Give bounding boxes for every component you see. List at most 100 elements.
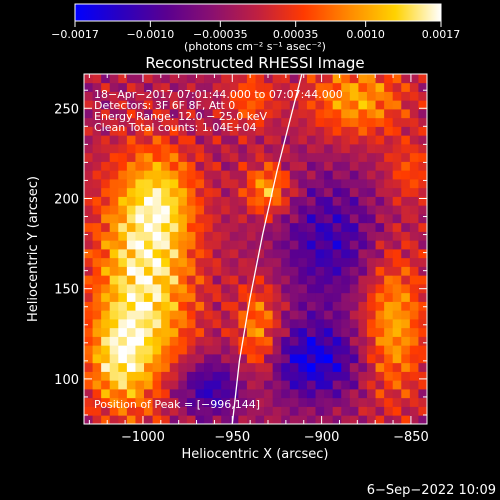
heatmap-cell <box>298 301 308 311</box>
heatmap-cell <box>246 74 256 84</box>
heatmap-cell <box>161 415 171 424</box>
heatmap-cell <box>358 249 368 259</box>
heatmap-cell <box>101 144 111 154</box>
heatmap-cell <box>418 354 427 364</box>
heatmap-cell <box>246 170 256 180</box>
heatmap-cell <box>101 109 111 119</box>
heatmap-cell <box>289 345 299 355</box>
heatmap-cell <box>255 187 265 197</box>
heatmap-cell <box>178 144 188 154</box>
heatmap-cell <box>289 327 299 337</box>
heatmap-cell <box>298 249 308 259</box>
heatmap-cell <box>272 257 282 267</box>
heatmap-cell <box>101 354 111 364</box>
heatmap-cell <box>349 214 359 224</box>
heatmap-cell <box>229 275 239 285</box>
heatmap-cell <box>101 319 111 329</box>
heatmap-cell <box>332 292 342 302</box>
heatmap-cell <box>289 144 299 154</box>
heatmap-cell <box>204 327 214 337</box>
heatmap-cell <box>144 109 153 119</box>
heatmap-cell <box>306 380 316 390</box>
heatmap-cell <box>109 144 119 154</box>
heatmap-cell <box>109 275 119 285</box>
heatmap-cell <box>392 161 402 171</box>
heatmap-cell <box>126 144 136 154</box>
heatmap-cell <box>178 109 188 119</box>
heatmap-cell <box>161 187 171 197</box>
heatmap-cell <box>255 135 265 145</box>
heatmap-cell <box>375 152 385 162</box>
heatmap-cell <box>92 126 102 136</box>
heatmap-cell <box>204 266 214 276</box>
heatmap-cell <box>418 266 427 276</box>
heatmap-cell <box>349 170 359 180</box>
heatmap-cell <box>246 371 256 381</box>
heatmap-cell <box>152 319 162 329</box>
heatmap-cell <box>401 319 411 329</box>
heatmap-cell <box>341 152 351 162</box>
heatmap-cell <box>92 310 102 320</box>
heatmap-cell <box>186 406 196 416</box>
heatmap-cell <box>264 362 274 372</box>
heatmap-cell <box>135 389 145 399</box>
heatmap-cell <box>289 310 299 320</box>
heatmap-cell <box>238 187 248 197</box>
heatmap-cell <box>152 214 162 224</box>
heatmap-cell <box>392 82 402 92</box>
heatmap-cell <box>384 135 394 145</box>
heatmap-cell <box>341 380 351 390</box>
heatmap-cell <box>212 222 222 232</box>
heatmap-cell <box>306 397 316 407</box>
heatmap-cell <box>204 301 214 311</box>
heatmap-cell <box>144 82 153 92</box>
heatmap-cell <box>186 240 196 250</box>
heatmap-cell <box>161 109 171 119</box>
heatmap-cell <box>126 406 136 416</box>
heatmap-cell <box>135 126 145 136</box>
heatmap-cell <box>109 231 119 241</box>
heatmap-cell <box>264 152 274 162</box>
heatmap-cell <box>375 179 385 189</box>
heatmap-cell <box>418 74 427 84</box>
heatmap-cell <box>238 406 248 416</box>
heatmap-cell <box>332 257 342 267</box>
heatmap-cell <box>366 152 376 162</box>
annotation-time-range: 18−Apr−2017 07:01:44.000 to 07:07:44.000 <box>94 88 343 101</box>
heatmap-cell <box>306 91 316 101</box>
x-tick-label: −1000 <box>121 430 165 445</box>
heatmap-cell <box>178 415 188 424</box>
heatmap-cell <box>169 74 179 84</box>
heatmap-cell <box>246 415 256 424</box>
heatmap-cell <box>221 249 231 259</box>
heatmap-cell <box>384 109 394 119</box>
heatmap-cell <box>109 214 119 224</box>
heatmap-cell <box>169 284 179 294</box>
heatmap-cell <box>272 100 282 110</box>
heatmap-cell <box>375 415 385 424</box>
heatmap-cell <box>272 275 282 285</box>
heatmap-cell <box>161 152 171 162</box>
heatmap-cell <box>229 126 239 136</box>
heatmap-cell <box>84 415 93 424</box>
heatmap-cell <box>195 249 205 259</box>
annotation-peak-position: Position of Peak = [−996,144] <box>94 398 260 411</box>
heatmap-cell <box>401 100 411 110</box>
heatmap-cell <box>375 380 385 390</box>
heatmap-cell <box>289 336 299 346</box>
heatmap-cell <box>324 389 334 399</box>
heatmap-cell <box>281 292 291 302</box>
heatmap-cell <box>264 179 274 189</box>
heatmap-cell <box>289 380 299 390</box>
heatmap-cell <box>315 109 325 119</box>
heatmap-cell <box>392 231 402 241</box>
heatmap-cell <box>341 284 351 294</box>
heatmap-cell <box>152 91 162 101</box>
heatmap-cell <box>135 257 145 267</box>
heatmap-cell <box>135 249 145 259</box>
y-tick-label: 150 <box>54 283 79 298</box>
heatmap-cell <box>135 397 145 407</box>
heatmap-cell <box>315 380 325 390</box>
heatmap-cell <box>358 214 368 224</box>
colorbar-tick-label: 0.0017 <box>422 28 461 41</box>
